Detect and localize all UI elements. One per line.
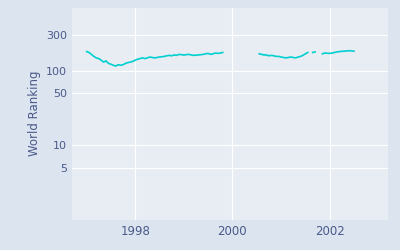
Y-axis label: World Ranking: World Ranking <box>28 71 40 156</box>
